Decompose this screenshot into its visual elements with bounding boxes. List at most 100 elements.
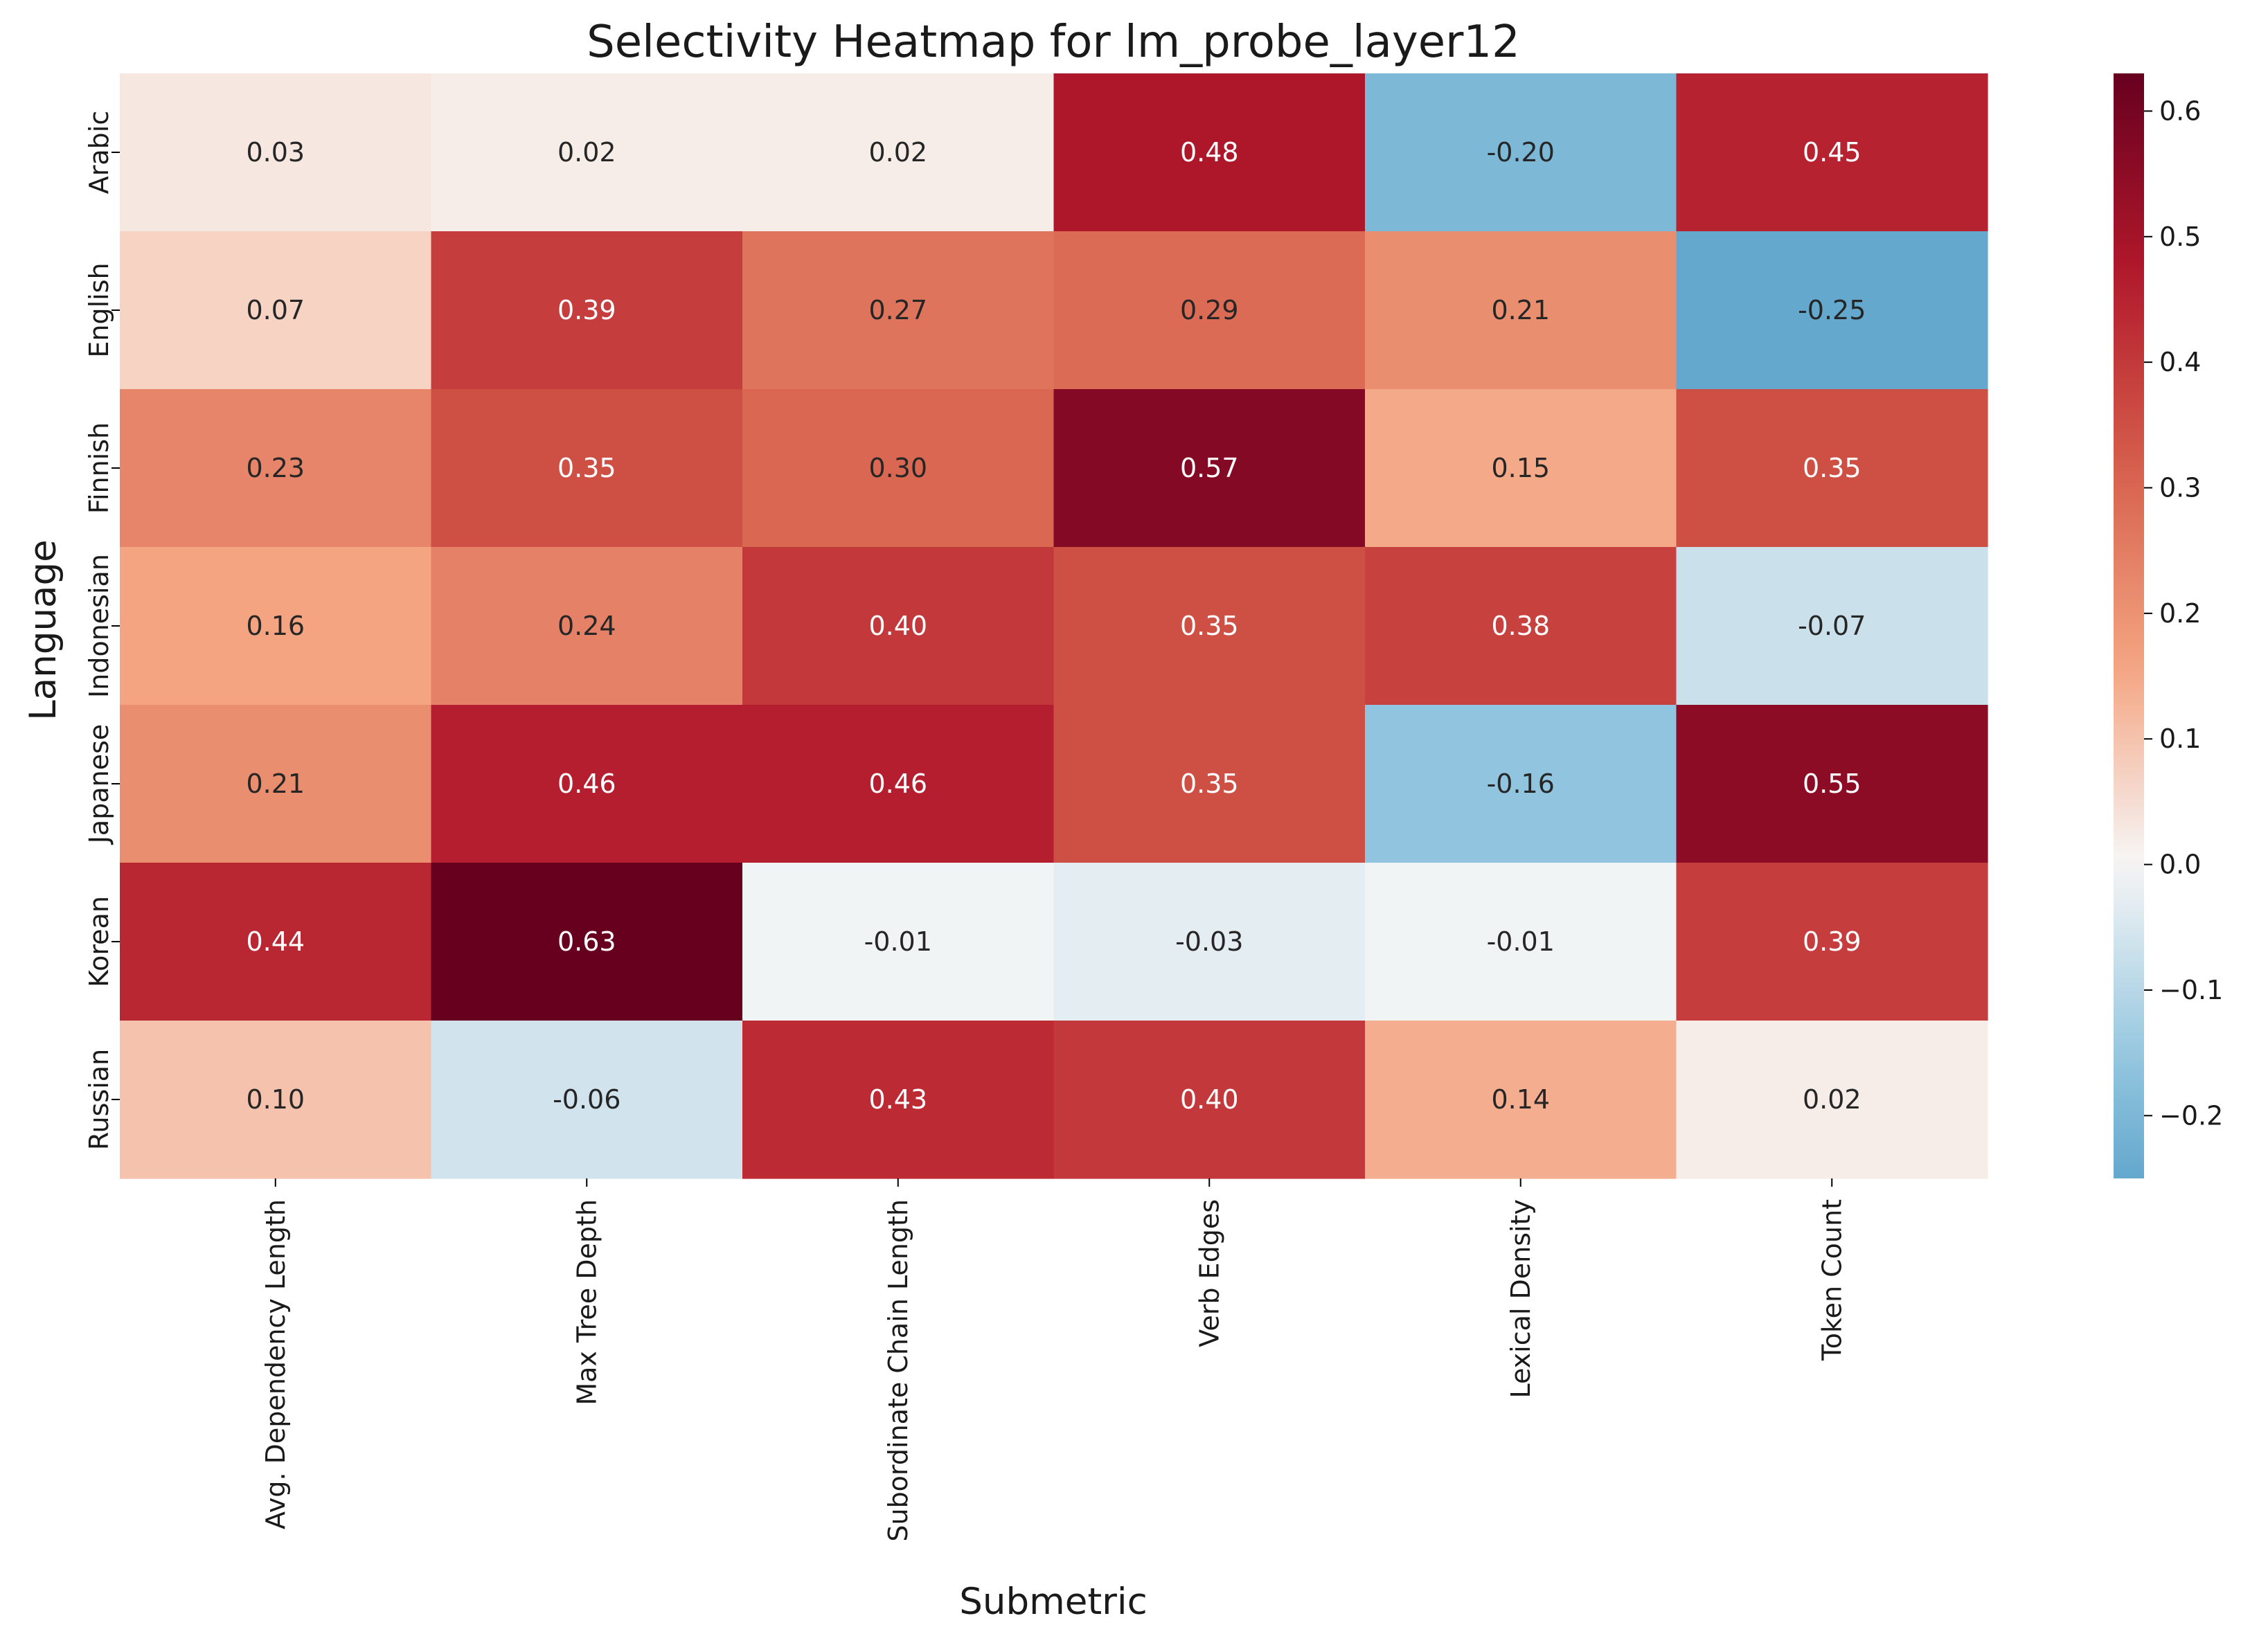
x-axis-ticks: Avg. Dependency Length Max Tree Depth Subo… [260, 1178, 1847, 1542]
cell-value-label: 0.07 [246, 295, 305, 325]
heatmap-cell [120, 705, 432, 863]
heatmap-cell [742, 863, 1055, 1021]
x-tick-label: Verb Edges [1194, 1199, 1224, 1347]
cell-value-label: 0.29 [1180, 295, 1239, 325]
heatmap-cell [1676, 863, 1988, 1021]
heatmap-cells: 0.03 0.02 0.02 0.48 -0.20 0.45 0.07 0.39 0.27 0.2… [120, 73, 1988, 1179]
heatmap-cell [120, 863, 432, 1021]
cell-value-label: 0.46 [868, 769, 927, 799]
cell-value-label: 0.48 [1180, 137, 1239, 168]
heatmap-cell [1053, 863, 1366, 1021]
cell-value-label: 0.45 [1803, 137, 1861, 168]
heatmap-cell [120, 231, 432, 390]
cell-value-label: -0.20 [1487, 137, 1555, 168]
colorbar-tick-label: 0.0 [2159, 850, 2201, 880]
heatmap-cell [1365, 389, 1677, 548]
heatmap-cell [431, 1021, 743, 1179]
x-tick-label: Lexical Density [1506, 1199, 1536, 1399]
cell-value-label: 0.35 [1180, 611, 1239, 641]
heatmap-cell [431, 231, 743, 390]
heatmap-cell [1053, 73, 1366, 232]
heatmap-cell [431, 547, 743, 706]
heatmap-cell [742, 547, 1055, 706]
cell-value-label: 0.40 [868, 611, 927, 641]
colorbar-tick-label: 0.3 [2159, 473, 2201, 503]
cell-value-label: -0.03 [1175, 926, 1243, 957]
heatmap-cell [1365, 863, 1677, 1021]
heatmap-cell [431, 389, 743, 548]
cell-value-label: 0.43 [868, 1084, 927, 1115]
heatmap-cell [1053, 1021, 1366, 1179]
cell-value-label: -0.07 [1798, 611, 1866, 641]
cell-value-label: -0.01 [1487, 926, 1555, 957]
heatmap-cell [120, 547, 432, 706]
heatmap-cell [1365, 1021, 1677, 1179]
cell-value-label: 0.63 [557, 926, 616, 957]
cell-value-label: 0.02 [557, 137, 616, 168]
cell-value-label: 0.39 [557, 295, 616, 325]
cell-value-label: 0.02 [868, 137, 927, 168]
cell-value-label: 0.16 [246, 611, 305, 641]
heatmap-cell [1676, 1021, 1988, 1179]
heatmap-cell [1365, 705, 1677, 863]
heatmap-cell [1676, 73, 1988, 232]
heatmap-cell [1676, 547, 1988, 706]
y-tick-label: Arabic [84, 111, 114, 194]
chart-title: Selectivity Heatmap for lm_probe_layer12 [587, 17, 1520, 68]
cell-value-label: 0.44 [246, 926, 305, 957]
cell-value-label: -0.01 [864, 926, 932, 957]
heatmap-cell [1365, 73, 1677, 232]
cell-value-label: 0.27 [868, 295, 927, 325]
cell-value-label: 0.39 [1803, 926, 1861, 957]
heatmap-cell [431, 705, 743, 863]
x-tick-label: Avg. Dependency Length [260, 1199, 291, 1529]
cell-value-label: 0.21 [1491, 295, 1550, 325]
heatmap-cell [1365, 231, 1677, 390]
colorbar-tick-label: −0.1 [2159, 975, 2223, 1005]
y-tick-label: Finnish [84, 422, 114, 514]
y-tick-label: Indonesian [84, 554, 114, 698]
cell-value-label: 0.40 [1180, 1084, 1239, 1115]
heatmap-cell [742, 389, 1055, 548]
cell-value-label: 0.03 [246, 137, 305, 168]
cell-value-label: 0.21 [246, 769, 305, 799]
x-tick-label: Token Count [1816, 1199, 1847, 1361]
heatmap-cell [120, 1021, 432, 1179]
heatmap-cell [1053, 231, 1366, 390]
heatmap-cell [742, 1021, 1055, 1179]
y-axis-ticks: Arabic English Finnish Indonesian Japanese Ko… [84, 111, 120, 1150]
heatmap-cell [431, 73, 743, 232]
cell-value-label: 0.38 [1491, 611, 1550, 641]
cell-value-label: 0.23 [246, 453, 305, 483]
heatmap-cell [742, 231, 1055, 390]
x-tick-label: Max Tree Depth [571, 1199, 602, 1406]
y-axis-label: Language [22, 539, 64, 721]
heatmap-cell [1365, 547, 1677, 706]
heatmap-cell [1676, 231, 1988, 390]
y-tick-label: Korean [84, 896, 114, 987]
colorbar-tick-label: 0.5 [2159, 222, 2201, 252]
colorbar-tick-label: 0.2 [2159, 598, 2201, 629]
cell-value-label: 0.55 [1803, 769, 1861, 799]
y-tick-label: English [84, 262, 114, 357]
heatmap-cell [120, 73, 432, 232]
cell-value-label: -0.06 [553, 1084, 620, 1115]
cell-value-label: 0.35 [1803, 453, 1861, 483]
x-tick-label: Subordinate Chain Length [883, 1199, 913, 1542]
x-axis-label: Submetric [959, 1581, 1148, 1623]
colorbar-tick-label: 0.6 [2159, 96, 2201, 126]
cell-value-label: 0.24 [557, 611, 616, 641]
y-tick-label: Russian [84, 1049, 114, 1150]
cell-value-label: 0.57 [1180, 453, 1239, 483]
heatmap-cell [1053, 547, 1366, 706]
cell-value-label: 0.15 [1491, 453, 1550, 483]
heatmap-cell [742, 73, 1055, 232]
colorbar-ticks: 0.6 0.5 0.4 0.3 0.2 0.1 0.0 −0.1 −0.2 [2144, 96, 2223, 1131]
colorbar-tick-label: 0.1 [2159, 724, 2201, 754]
cell-value-label: -0.25 [1798, 295, 1866, 325]
colorbar [2114, 73, 2144, 1178]
colorbar-tick-label: 0.4 [2159, 347, 2201, 377]
cell-value-label: 0.30 [868, 453, 927, 483]
heatmap-cell [742, 705, 1055, 863]
